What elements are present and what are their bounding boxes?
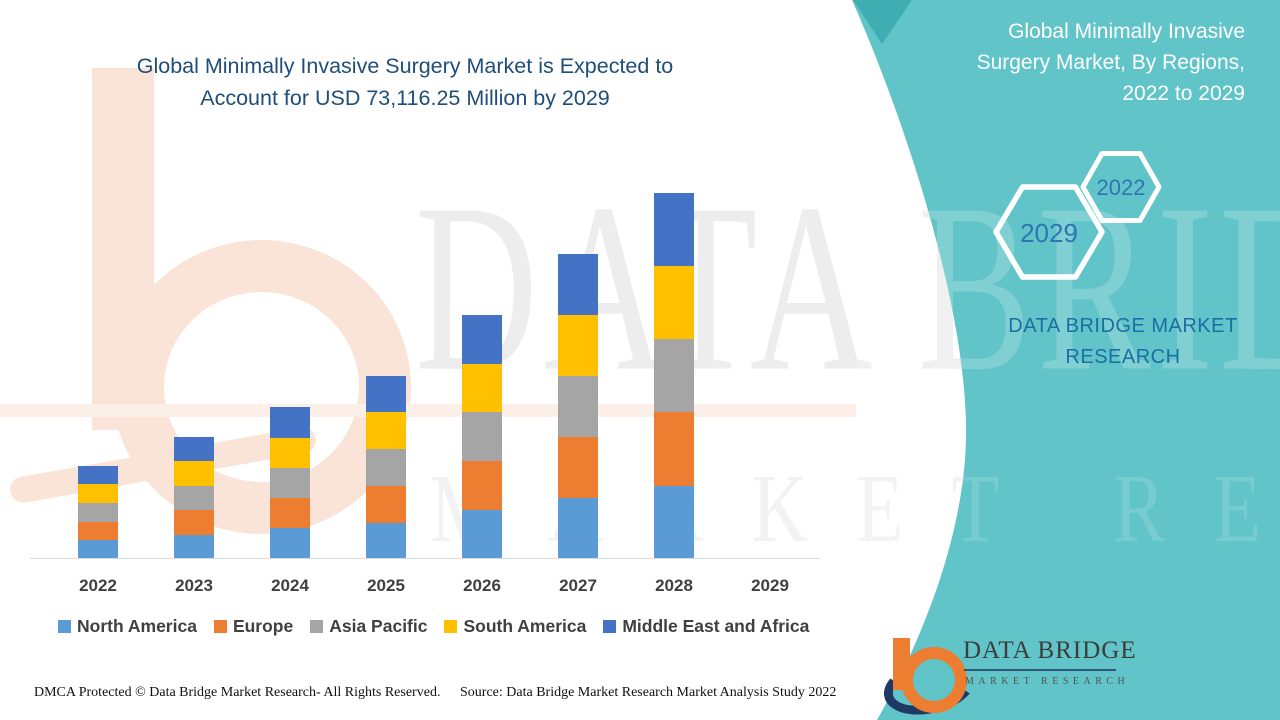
legend-swatch-north-america [58, 620, 71, 633]
x-axis-label-2024: 2024 [271, 576, 309, 595]
x-axis-label-2025: 2025 [367, 576, 405, 595]
side-panel-title-line3: 2022 to 2029 [1122, 82, 1245, 105]
legend-swatch-europe [213, 620, 227, 633]
legend-label-europe: Europe [232, 616, 294, 636]
bar-2023 [174, 437, 214, 559]
logo-tagline: MARKET RESEARCH [965, 676, 1130, 687]
side-panel-title: Global Minimally Invasive Surgery Market… [915, 16, 1245, 109]
bar-segment-2025-europe [366, 486, 406, 523]
legend-item-europe: Europe [213, 616, 294, 637]
legend-label-north-america: North America [77, 616, 197, 636]
bar-segment-2026-europe [462, 461, 502, 510]
footer-copyright: DMCA Protected © Data Bridge Market Rese… [34, 685, 441, 700]
legend-swatch-asia-pacific [310, 620, 324, 633]
bar-segment-2024-north-america [270, 528, 310, 559]
x-axis-label-2026: 2026 [463, 576, 501, 595]
bar-segment-2023-asia-pacific [174, 486, 214, 510]
bar-segment-2027-north-america [558, 498, 598, 559]
bar-2027 [558, 254, 598, 559]
bar-segment-2022-europe [78, 522, 118, 540]
bar-segment-2026-north-america [462, 510, 502, 559]
bar-segment-2022-north-america [78, 540, 118, 559]
bar-segment-2028-europe [654, 412, 694, 486]
x-axis-line [30, 558, 820, 559]
bar-2028 [654, 193, 694, 559]
side-panel-title-line1: Global Minimally Invasive [1008, 20, 1245, 43]
databridge-logo-icon [877, 633, 983, 720]
legend-item-middle-east-and-africa: Middle East and Africa [603, 616, 809, 637]
legend-label-south-america: South America [463, 616, 587, 636]
x-axis-label-2028: 2028 [655, 576, 693, 595]
bar-segment-2027-europe [558, 437, 598, 498]
watermark-logo-stem [92, 68, 154, 430]
bar-segment-2023-north-america [174, 535, 214, 559]
bar-segment-2024-asia-pacific [270, 468, 310, 498]
bar-segment-2027-middle-east-and-africa [558, 254, 598, 315]
legend-swatch-south-america [444, 620, 458, 633]
x-axis-labels: 2022 2023 2024 2025 2026 2027 2028 2029 [50, 576, 818, 596]
bar-segment-2026-asia-pacific [462, 412, 502, 461]
bar-segment-2027-south-america [558, 315, 598, 376]
bar-segment-2028-middle-east-and-africa [654, 193, 694, 266]
legend-label-asia-pacific: Asia Pacific [329, 616, 428, 636]
bar-2026 [462, 315, 502, 559]
bar-segment-2025-middle-east-and-africa [366, 376, 406, 412]
side-panel-title-line2: Surgery Market, By Regions, [976, 51, 1245, 74]
bar-segment-2022-south-america [78, 484, 118, 503]
bar-segment-2022-middle-east-and-africa [78, 466, 118, 484]
bar-segment-2022-asia-pacific [78, 503, 118, 522]
x-axis-label-2027: 2027 [559, 576, 597, 595]
logo-underline [964, 669, 1116, 671]
legend-item-south-america: South America [444, 616, 586, 637]
bar-segment-2023-south-america [174, 461, 214, 486]
x-axis-label-2029: 2029 [751, 576, 789, 595]
bar-segment-2024-south-america [270, 438, 310, 468]
legend-label-middle-east-and-africa: Middle East and Africa [622, 616, 810, 636]
chart-title-line1: Global Minimally Invasive Surgery Market… [136, 54, 674, 78]
bar-segment-2028-north-america [654, 486, 694, 559]
bar-segment-2027-asia-pacific [558, 376, 598, 437]
hexagon-year-2029: 2029 [1020, 218, 1078, 248]
chart-title-line2: Account for USD 73,116.25 Million by 202… [200, 86, 610, 110]
bar-2022 [78, 466, 118, 559]
side-panel-brand-text: DATA BRIDGE MARKET RESEARCH [1008, 315, 1238, 368]
legend-item-north-america: North America [58, 616, 197, 637]
bar-2024 [270, 407, 310, 559]
bar-segment-2025-asia-pacific [366, 449, 406, 486]
bar-segment-2023-middle-east-and-africa [174, 437, 214, 461]
bar-segment-2026-south-america [462, 364, 502, 412]
bar-2025 [366, 376, 406, 559]
legend-swatch-middle-east-and-africa [603, 620, 617, 633]
x-axis-label-2022: 2022 [79, 576, 117, 595]
legend-item-asia-pacific: Asia Pacific [310, 616, 427, 637]
bar-segment-2028-south-america [654, 266, 694, 339]
logo-b-bowl [901, 647, 967, 713]
bar-segment-2028-asia-pacific [654, 339, 694, 412]
watermark-text-databridge-teal: DATA BRIDGE [858, 154, 1280, 422]
bar-segment-2026-middle-east-and-africa [462, 315, 502, 364]
chart-title: Global Minimally Invasive Surgery Market… [85, 50, 725, 114]
x-axis-label-2023: 2023 [175, 576, 213, 595]
hexagon-year-2022: 2022 [1096, 175, 1146, 200]
databridge-logo: DATA BRIDGE MARKET RESEARCH [877, 633, 1136, 720]
logo-wordmark: DATA BRIDGE [963, 637, 1137, 664]
bar-segment-2025-south-america [366, 412, 406, 449]
side-panel-dark-corner [853, 0, 912, 44]
bar-segment-2024-middle-east-and-africa [270, 407, 310, 438]
bar-segment-2024-europe [270, 498, 310, 528]
watermark-logo-band [0, 404, 856, 417]
footer-source: Source: Data Bridge Market Research Mark… [460, 685, 837, 700]
watermark-text-marketresearch-teal: MARKET RESEARCH [858, 453, 1280, 562]
bar-segment-2025-north-america [366, 523, 406, 559]
bar-segment-2023-europe [174, 510, 214, 535]
chart-legend: North America Europe Asia Pacific South Ame… [58, 616, 838, 637]
